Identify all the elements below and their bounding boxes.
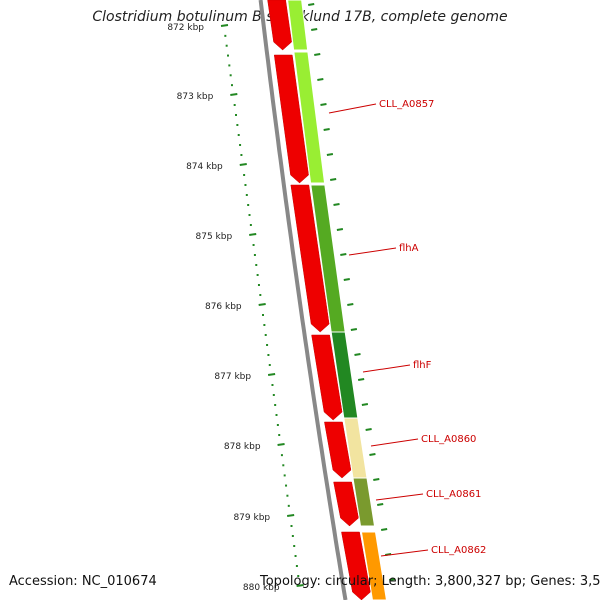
gene-block bbox=[287, 0, 309, 51]
cds-block bbox=[324, 421, 352, 479]
gene-track-tick bbox=[373, 478, 380, 481]
gene-label-flhf: flhF bbox=[413, 360, 432, 371]
gene-track-tick bbox=[369, 453, 376, 456]
gene-label-cll_a0862: CLL_A0862 bbox=[431, 545, 486, 556]
cds-block bbox=[311, 334, 343, 421]
gene-track-tick bbox=[384, 553, 392, 556]
gene-track-tick bbox=[340, 253, 347, 256]
cds-block bbox=[267, 0, 292, 51]
label-leader bbox=[362, 364, 411, 373]
ruler-label: 878 kbp bbox=[224, 442, 261, 452]
label-leader bbox=[380, 549, 429, 557]
label-leader bbox=[370, 438, 419, 447]
major-tick bbox=[220, 24, 229, 27]
ruler-label: 880 kbp bbox=[243, 583, 280, 593]
gene-track-tick bbox=[314, 53, 321, 56]
gene-track-tick bbox=[361, 403, 369, 406]
major-tick bbox=[230, 93, 238, 96]
gene-label-cll_a0860: CLL_A0860 bbox=[421, 434, 476, 445]
gene-track-tick bbox=[333, 203, 340, 206]
ruler-label: 872 kbp bbox=[167, 23, 204, 33]
major-tick bbox=[249, 233, 257, 236]
gene-track-tick bbox=[320, 103, 327, 106]
gene-label-flha: flhA bbox=[399, 243, 419, 254]
ruler-label: 879 kbp bbox=[233, 513, 270, 523]
gene-track-tick bbox=[317, 78, 324, 81]
gene-track-tick bbox=[350, 328, 358, 331]
major-tick bbox=[258, 303, 266, 306]
label-leader bbox=[328, 103, 377, 114]
ruler-label: 874 kbp bbox=[186, 162, 223, 172]
ruler-label: 876 kbp bbox=[205, 302, 242, 312]
gene-track-tick bbox=[323, 128, 330, 131]
gene-block bbox=[293, 51, 326, 184]
ruler-label: 875 kbp bbox=[196, 232, 233, 242]
gene-track-tick bbox=[357, 378, 365, 381]
gene-label-cll_a0857: CLL_A0857 bbox=[379, 99, 434, 110]
gene-block bbox=[360, 531, 387, 600]
gene-track-tick bbox=[389, 578, 396, 581]
label-leader bbox=[348, 247, 397, 256]
gene-track-tick bbox=[354, 353, 361, 356]
gene-track-tick bbox=[347, 303, 354, 306]
major-tick bbox=[287, 514, 295, 517]
gene-track-tick bbox=[380, 528, 388, 531]
topology-text: Topology: circular; Length: 3,800,327 bp… bbox=[260, 574, 600, 589]
backbone-arc bbox=[258, 0, 348, 600]
gene-track-tick bbox=[365, 428, 372, 431]
major-tick bbox=[267, 373, 276, 376]
label-leader bbox=[375, 493, 424, 501]
major-tick bbox=[239, 163, 247, 166]
ruler-label: 877 kbp bbox=[214, 372, 251, 382]
accession-text: Accession: NC_010674 bbox=[9, 574, 157, 589]
gene-label-cll_a0861: CLL_A0861 bbox=[426, 489, 481, 500]
major-tick bbox=[296, 584, 304, 587]
gene-track-tick bbox=[326, 153, 334, 156]
cds-block bbox=[341, 531, 371, 600]
gene-track-tick bbox=[330, 178, 337, 181]
cds-block bbox=[333, 481, 359, 527]
ruler-label: 873 kbp bbox=[177, 92, 214, 102]
gene-block bbox=[352, 477, 376, 527]
gene-track-tick bbox=[336, 228, 344, 231]
cds-block bbox=[290, 184, 330, 333]
gene-track-tick bbox=[311, 28, 318, 31]
cds-block bbox=[273, 54, 309, 184]
major-tick bbox=[277, 443, 285, 446]
gene-track-tick bbox=[377, 503, 384, 506]
gene-track-tick bbox=[308, 3, 315, 6]
gene-track-tick bbox=[343, 278, 350, 281]
